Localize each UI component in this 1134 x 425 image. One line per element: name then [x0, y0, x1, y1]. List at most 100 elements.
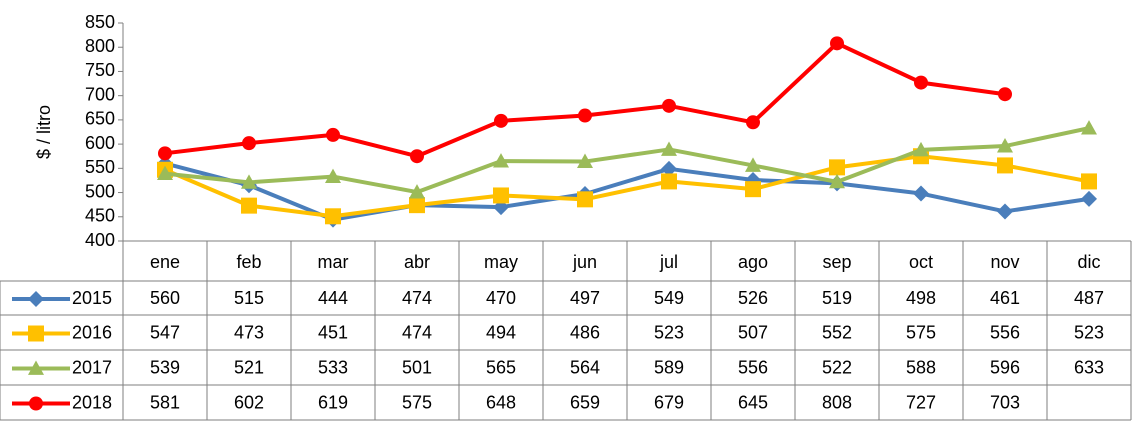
table-cell: 556 — [990, 322, 1020, 342]
table-cell: 507 — [738, 322, 768, 342]
marker — [1081, 190, 1097, 207]
marker — [913, 141, 929, 157]
table-cell: 474 — [402, 288, 432, 308]
table-cell: 645 — [738, 392, 768, 412]
table-cell: 560 — [150, 288, 180, 308]
y-tick-label: 800 — [85, 36, 115, 56]
x-tick-label: abr — [404, 252, 430, 272]
table-cell: 552 — [822, 322, 852, 342]
table-cell: 619 — [318, 392, 348, 412]
table-cell: 522 — [822, 357, 852, 377]
table-cell: 523 — [1074, 322, 1104, 342]
x-tick-label: may — [484, 252, 518, 272]
table-cell: 547 — [150, 322, 180, 342]
table-cell: 679 — [654, 392, 684, 412]
x-tick-label: oct — [909, 252, 933, 272]
table-cell: 575 — [402, 392, 432, 412]
table-cell: 556 — [738, 357, 768, 377]
y-tick-label: 750 — [85, 60, 115, 80]
marker — [1081, 173, 1097, 190]
x-tick-label: sep — [822, 252, 851, 272]
marker — [577, 153, 593, 168]
x-tick-label: feb — [236, 252, 261, 272]
y-axis-title: $ / litro — [34, 105, 54, 159]
marker — [745, 157, 761, 172]
table-cell: 494 — [486, 322, 516, 342]
table-cell: 633 — [1074, 357, 1104, 377]
table-cell: 521 — [234, 357, 264, 377]
marker — [241, 174, 257, 189]
table-cell: 575 — [906, 322, 936, 342]
marker — [242, 136, 256, 151]
y-tick-label: 850 — [85, 12, 115, 32]
y-tick-label: 650 — [85, 109, 115, 129]
y-tick-label: 700 — [85, 84, 115, 104]
legend-label: 2018 — [72, 392, 112, 412]
table-cell: 703 — [990, 392, 1020, 412]
table-cell: 497 — [570, 288, 600, 308]
table-cell: 602 — [234, 392, 264, 412]
x-tick-label: dic — [1077, 252, 1100, 272]
marker — [493, 187, 509, 204]
marker — [325, 168, 341, 183]
table-cell: 581 — [150, 392, 180, 412]
table-cell: 549 — [654, 288, 684, 308]
marker — [158, 146, 172, 161]
table-cell: 526 — [738, 288, 768, 308]
table-cell: 596 — [990, 357, 1020, 377]
table-cell: 515 — [234, 288, 264, 308]
table-cell: 588 — [906, 357, 936, 377]
legend-label: 2015 — [72, 288, 112, 308]
marker — [661, 160, 677, 177]
marker — [29, 396, 43, 411]
table-cell: 564 — [570, 357, 600, 377]
table-cell: 487 — [1074, 288, 1104, 308]
x-tick-label: ago — [738, 252, 768, 272]
marker — [577, 191, 593, 208]
marker — [662, 98, 676, 113]
marker — [997, 157, 1013, 174]
marker — [28, 360, 44, 375]
table-cell: 659 — [570, 392, 600, 412]
marker — [829, 159, 845, 176]
table-cell: 501 — [402, 357, 432, 377]
table-cell: 461 — [990, 288, 1020, 308]
marker — [745, 181, 761, 198]
y-tick-label: 500 — [85, 181, 115, 201]
table-cell: 451 — [318, 322, 348, 342]
marker — [157, 165, 173, 181]
y-tick-label: 400 — [85, 230, 115, 250]
marker — [914, 75, 928, 90]
marker — [410, 149, 424, 164]
marker — [241, 197, 257, 214]
legend-label: 2016 — [72, 322, 112, 342]
marker — [829, 173, 845, 189]
marker — [493, 153, 509, 168]
table-cell: 486 — [570, 322, 600, 342]
marker — [913, 185, 929, 202]
table-cell: 808 — [822, 392, 852, 412]
marker — [494, 113, 508, 128]
marker — [28, 291, 44, 307]
table-cell: 444 — [318, 288, 348, 308]
series-line — [164, 41, 1006, 159]
table-cell: 565 — [486, 357, 516, 377]
y-tick-label: 600 — [85, 133, 115, 153]
marker — [409, 184, 425, 199]
y-tick-label: 550 — [85, 157, 115, 177]
series-line — [164, 154, 1090, 219]
table-cell: 648 — [486, 392, 516, 412]
table-cell: 539 — [150, 357, 180, 377]
x-tick-label: jun — [572, 252, 597, 272]
marker — [325, 208, 341, 225]
table-cell: 473 — [234, 322, 264, 342]
table-cell: 470 — [486, 288, 516, 308]
marker — [997, 203, 1013, 220]
table-cell: 519 — [822, 288, 852, 308]
y-tick-label: 450 — [85, 206, 115, 226]
marker — [997, 138, 1013, 153]
marker — [326, 127, 340, 142]
marker — [1081, 120, 1097, 135]
x-tick-label: jul — [659, 252, 678, 272]
